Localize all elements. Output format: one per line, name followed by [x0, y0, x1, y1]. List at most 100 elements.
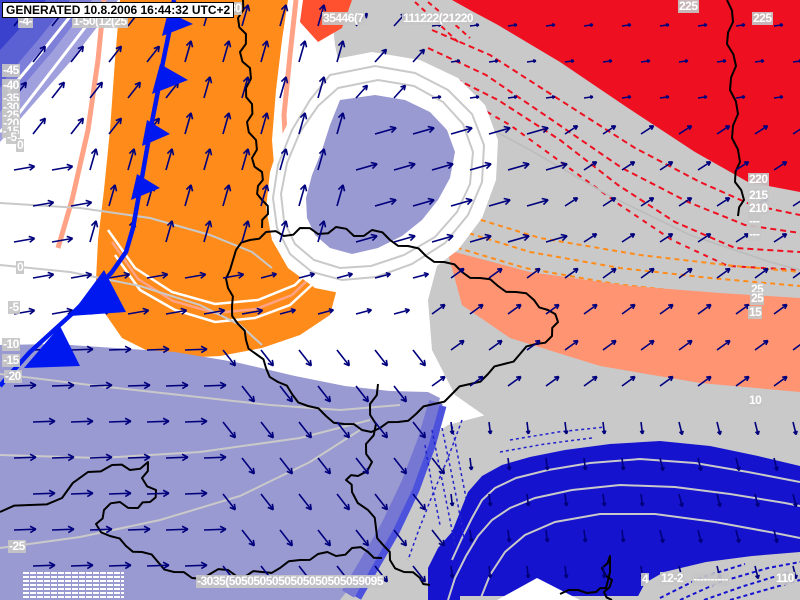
wind-arrow	[32, 45, 47, 63]
wind-arrow	[184, 271, 207, 279]
wind-arrow	[203, 453, 227, 462]
wind-arrow	[203, 148, 213, 171]
wind-arrow	[640, 339, 655, 351]
wind-arrow	[716, 58, 727, 64]
wind-arrow	[51, 381, 75, 390]
wind-arrow	[449, 421, 455, 435]
blue-streak-1	[431, 429, 456, 546]
wind-arrow	[374, 421, 389, 439]
wind-arrow	[32, 117, 47, 135]
wind-arrow	[32, 561, 56, 570]
wind-arrow	[355, 84, 369, 99]
wind-arrow	[431, 375, 446, 387]
wind-arrow	[165, 381, 189, 390]
wind-arrow	[659, 94, 670, 100]
wind-arrow	[336, 184, 346, 207]
wind-arrow	[89, 148, 99, 171]
wind-arrow	[317, 457, 332, 475]
wind-arrow	[374, 125, 397, 135]
wind-arrow	[70, 45, 85, 63]
wind-arrow	[507, 22, 518, 28]
wind-arrow	[431, 303, 446, 315]
wind-arrow	[279, 307, 297, 315]
wind-arrow	[735, 22, 746, 28]
wind-arrow	[735, 529, 741, 544]
blue-streak-4	[424, 444, 441, 526]
wind-arrow	[621, 375, 636, 387]
wind-arrow	[507, 94, 518, 100]
wind-arrow	[146, 271, 169, 279]
wind-arrow	[545, 22, 556, 28]
wind-arrow	[222, 271, 245, 279]
wind-arrow	[488, 197, 511, 207]
wind-arrow	[545, 303, 560, 315]
wind-arrow	[792, 128, 800, 135]
wind-arrow	[621, 94, 632, 100]
wind-arrow	[70, 345, 94, 354]
wind-arrow	[697, 457, 703, 472]
wind-arrow	[317, 385, 332, 403]
wind-arrow	[431, 233, 454, 243]
wind-arrow	[488, 125, 511, 135]
wind-arrow	[469, 94, 480, 100]
wind-arrow	[127, 381, 151, 390]
blue-streak-5	[407, 419, 463, 561]
wind-arrow	[773, 22, 784, 28]
wind-arrow	[773, 529, 779, 544]
wind-arrow	[620, 529, 626, 543]
front-line	[0, 0, 177, 388]
wind-arrow	[640, 58, 651, 64]
wind-arrow	[602, 267, 617, 279]
orange-dash-2	[451, 227, 800, 287]
wind-arrow	[697, 94, 708, 100]
wind-arrow	[70, 417, 94, 426]
wind-arrow	[260, 40, 270, 63]
wind-arrow	[639, 493, 645, 507]
corner-hatch-3	[703, 571, 791, 600]
wind-arrow	[564, 267, 579, 279]
wind-arrow	[355, 233, 378, 243]
wind-arrow	[108, 117, 123, 135]
wind-arrow	[544, 457, 550, 471]
wind-arrow	[792, 343, 800, 351]
wind-arrow	[393, 307, 411, 315]
wind-arrow	[222, 349, 237, 367]
orange-stripe-white-1	[113, 254, 316, 324]
wind-arrow	[355, 385, 370, 403]
wind-arrow	[317, 529, 332, 547]
gray-line-upper	[451, 107, 800, 271]
wind-arrow	[716, 125, 731, 135]
wind-arrow	[640, 125, 655, 135]
salmon-band	[447, 250, 800, 392]
wind-arrow	[146, 561, 170, 570]
wind-arrow	[507, 161, 530, 171]
wind-arrow	[203, 525, 227, 534]
wind-arrow	[241, 385, 256, 403]
wind-arrow	[773, 375, 788, 387]
border-at-sk	[345, 383, 431, 586]
wind-arrow	[241, 529, 256, 547]
wind-arrow	[507, 303, 522, 315]
wind-arrow	[222, 421, 237, 439]
wind-arrow	[89, 525, 113, 534]
wind-arrow	[545, 375, 560, 387]
wind-arrow	[469, 161, 492, 171]
wind-arrow	[127, 307, 150, 315]
wind-arrow	[773, 303, 788, 315]
wind-arrow	[564, 339, 579, 351]
wind-arrow	[317, 307, 335, 315]
wind-arrow	[487, 493, 493, 507]
wind-arrow	[412, 48, 426, 63]
wind-arrow	[317, 220, 327, 243]
wind-arrow	[659, 529, 665, 544]
wind-arrow	[678, 421, 684, 436]
corner-hatch-2	[679, 561, 800, 600]
wind-arrow	[241, 307, 264, 315]
wind-arrow	[621, 161, 636, 171]
wind-arrow	[716, 421, 722, 436]
wind-arrow	[89, 453, 113, 462]
wind-arrows	[13, 4, 800, 583]
border-de-pl	[237, 0, 269, 229]
